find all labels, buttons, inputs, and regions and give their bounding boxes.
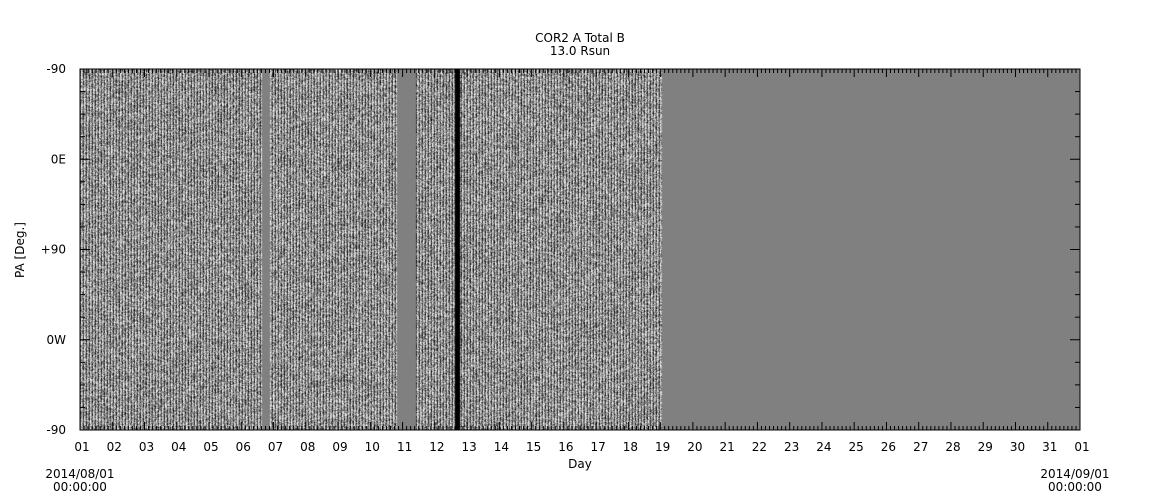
x-tick-label: 09 <box>332 440 347 454</box>
x-axis-label: Day <box>568 457 592 471</box>
x-tick-label: 03 <box>139 440 154 454</box>
x-tick-label: 18 <box>623 440 638 454</box>
x-tick-label: 01 <box>1074 440 1089 454</box>
x-tick-label: 27 <box>913 440 928 454</box>
x-tick-label: 26 <box>881 440 896 454</box>
y-axis-label: PA [Deg.] <box>13 222 27 278</box>
x-tick-label: 30 <box>1010 440 1025 454</box>
x-tick-label: 04 <box>171 440 186 454</box>
x-tick-label: 23 <box>784 440 799 454</box>
x-tick-label: 19 <box>655 440 670 454</box>
y-tick-label: -90 <box>46 423 66 437</box>
x-tick-label: 22 <box>752 440 767 454</box>
y-tick-label: 0W <box>47 333 67 347</box>
x-tick-label: 21 <box>720 440 735 454</box>
x-tick-label: 14 <box>494 440 509 454</box>
x-tick-label: 16 <box>558 440 573 454</box>
x-tick-label: 08 <box>300 440 315 454</box>
x-tick-label: 05 <box>203 440 218 454</box>
chart-subtitle: 13.0 Rsun <box>550 44 610 58</box>
x-tick-label: 02 <box>107 440 122 454</box>
start-date: 2014/08/01 <box>45 467 114 481</box>
x-tick-label: 13 <box>461 440 476 454</box>
chart-title: COR2 A Total B <box>535 31 625 45</box>
plot-frame <box>79 68 1081 431</box>
x-tick-label: 07 <box>268 440 283 454</box>
x-tick-label: 10 <box>365 440 380 454</box>
y-tick-label: -90 <box>46 62 66 76</box>
end-date: 2014/09/01 <box>1040 467 1109 481</box>
y-tick-label: +90 <box>41 243 66 257</box>
x-tick-label: 25 <box>849 440 864 454</box>
x-tick-label: 12 <box>429 440 444 454</box>
start-time: 00:00:00 <box>53 480 107 494</box>
x-tick-label: 15 <box>526 440 541 454</box>
x-tick-label: 01 <box>74 440 89 454</box>
jmap-image <box>80 69 1080 430</box>
x-tick-label: 28 <box>945 440 960 454</box>
y-tick-label: 0E <box>51 152 66 166</box>
x-tick-label: 24 <box>816 440 831 454</box>
end-time: 00:00:00 <box>1048 480 1102 494</box>
x-tick-label: 17 <box>590 440 605 454</box>
x-tick-label: 20 <box>687 440 702 454</box>
x-tick-label: 29 <box>978 440 993 454</box>
x-tick-label: 31 <box>1042 440 1057 454</box>
x-tick-label: 06 <box>236 440 251 454</box>
x-tick-label: 11 <box>397 440 412 454</box>
